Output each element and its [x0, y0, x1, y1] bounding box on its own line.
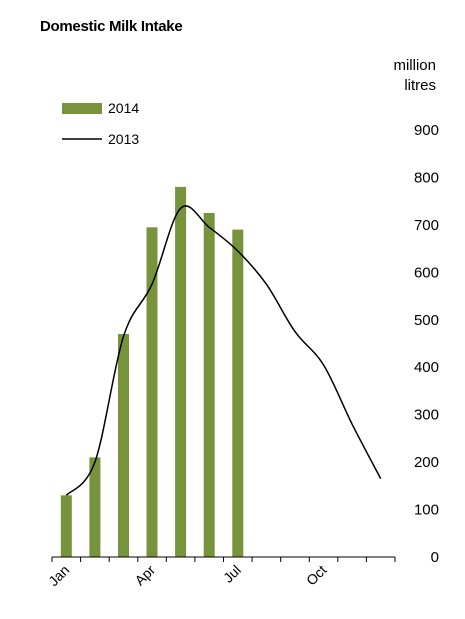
y-tick-label: 600	[414, 264, 439, 281]
y-axis-unit-line-1: million	[393, 57, 436, 74]
x-tick-label-jan: Jan	[45, 562, 72, 589]
bar-mar	[118, 334, 129, 557]
legend-label-2013: 2013	[108, 131, 139, 147]
line-series-2013	[65, 205, 382, 496]
y-tick-label: 200	[414, 454, 439, 471]
y-tick-label: 300	[414, 407, 439, 424]
y-axis-unit-line-2: litres	[404, 77, 436, 94]
y-tick-label: 900	[414, 122, 439, 139]
bar-apr	[146, 227, 158, 558]
y-tick-label: 400	[414, 359, 439, 376]
x-axis-ticks: Jan Apr Jul Oct	[45, 557, 396, 589]
bar-series-2014	[60, 186, 244, 558]
y-axis-tick-labels: 0 100 200 300 400 500 600 700 800 900	[414, 122, 439, 566]
bar-jul	[232, 229, 244, 557]
y-tick-label: 100	[414, 502, 439, 519]
y-tick-label: 700	[414, 217, 439, 234]
x-tick-label-apr: Apr	[131, 562, 158, 589]
x-tick-label-oct: Oct	[303, 562, 330, 589]
bar-may	[175, 186, 187, 557]
bar-feb	[89, 457, 101, 557]
legend: 2014 2013	[62, 100, 139, 147]
x-tick-label-jul: Jul	[220, 562, 244, 586]
legend-label-2014: 2014	[108, 100, 139, 116]
bar-jun	[203, 213, 215, 557]
chart-title: Domestic Milk Intake	[40, 18, 183, 35]
y-tick-label: 800	[414, 169, 439, 186]
y-tick-label: 0	[431, 549, 439, 566]
bar-jan	[60, 495, 72, 557]
y-tick-label: 500	[414, 312, 439, 329]
legend-swatch-2014	[62, 103, 102, 114]
y-axis-unit-label: million litres	[370, 56, 436, 96]
